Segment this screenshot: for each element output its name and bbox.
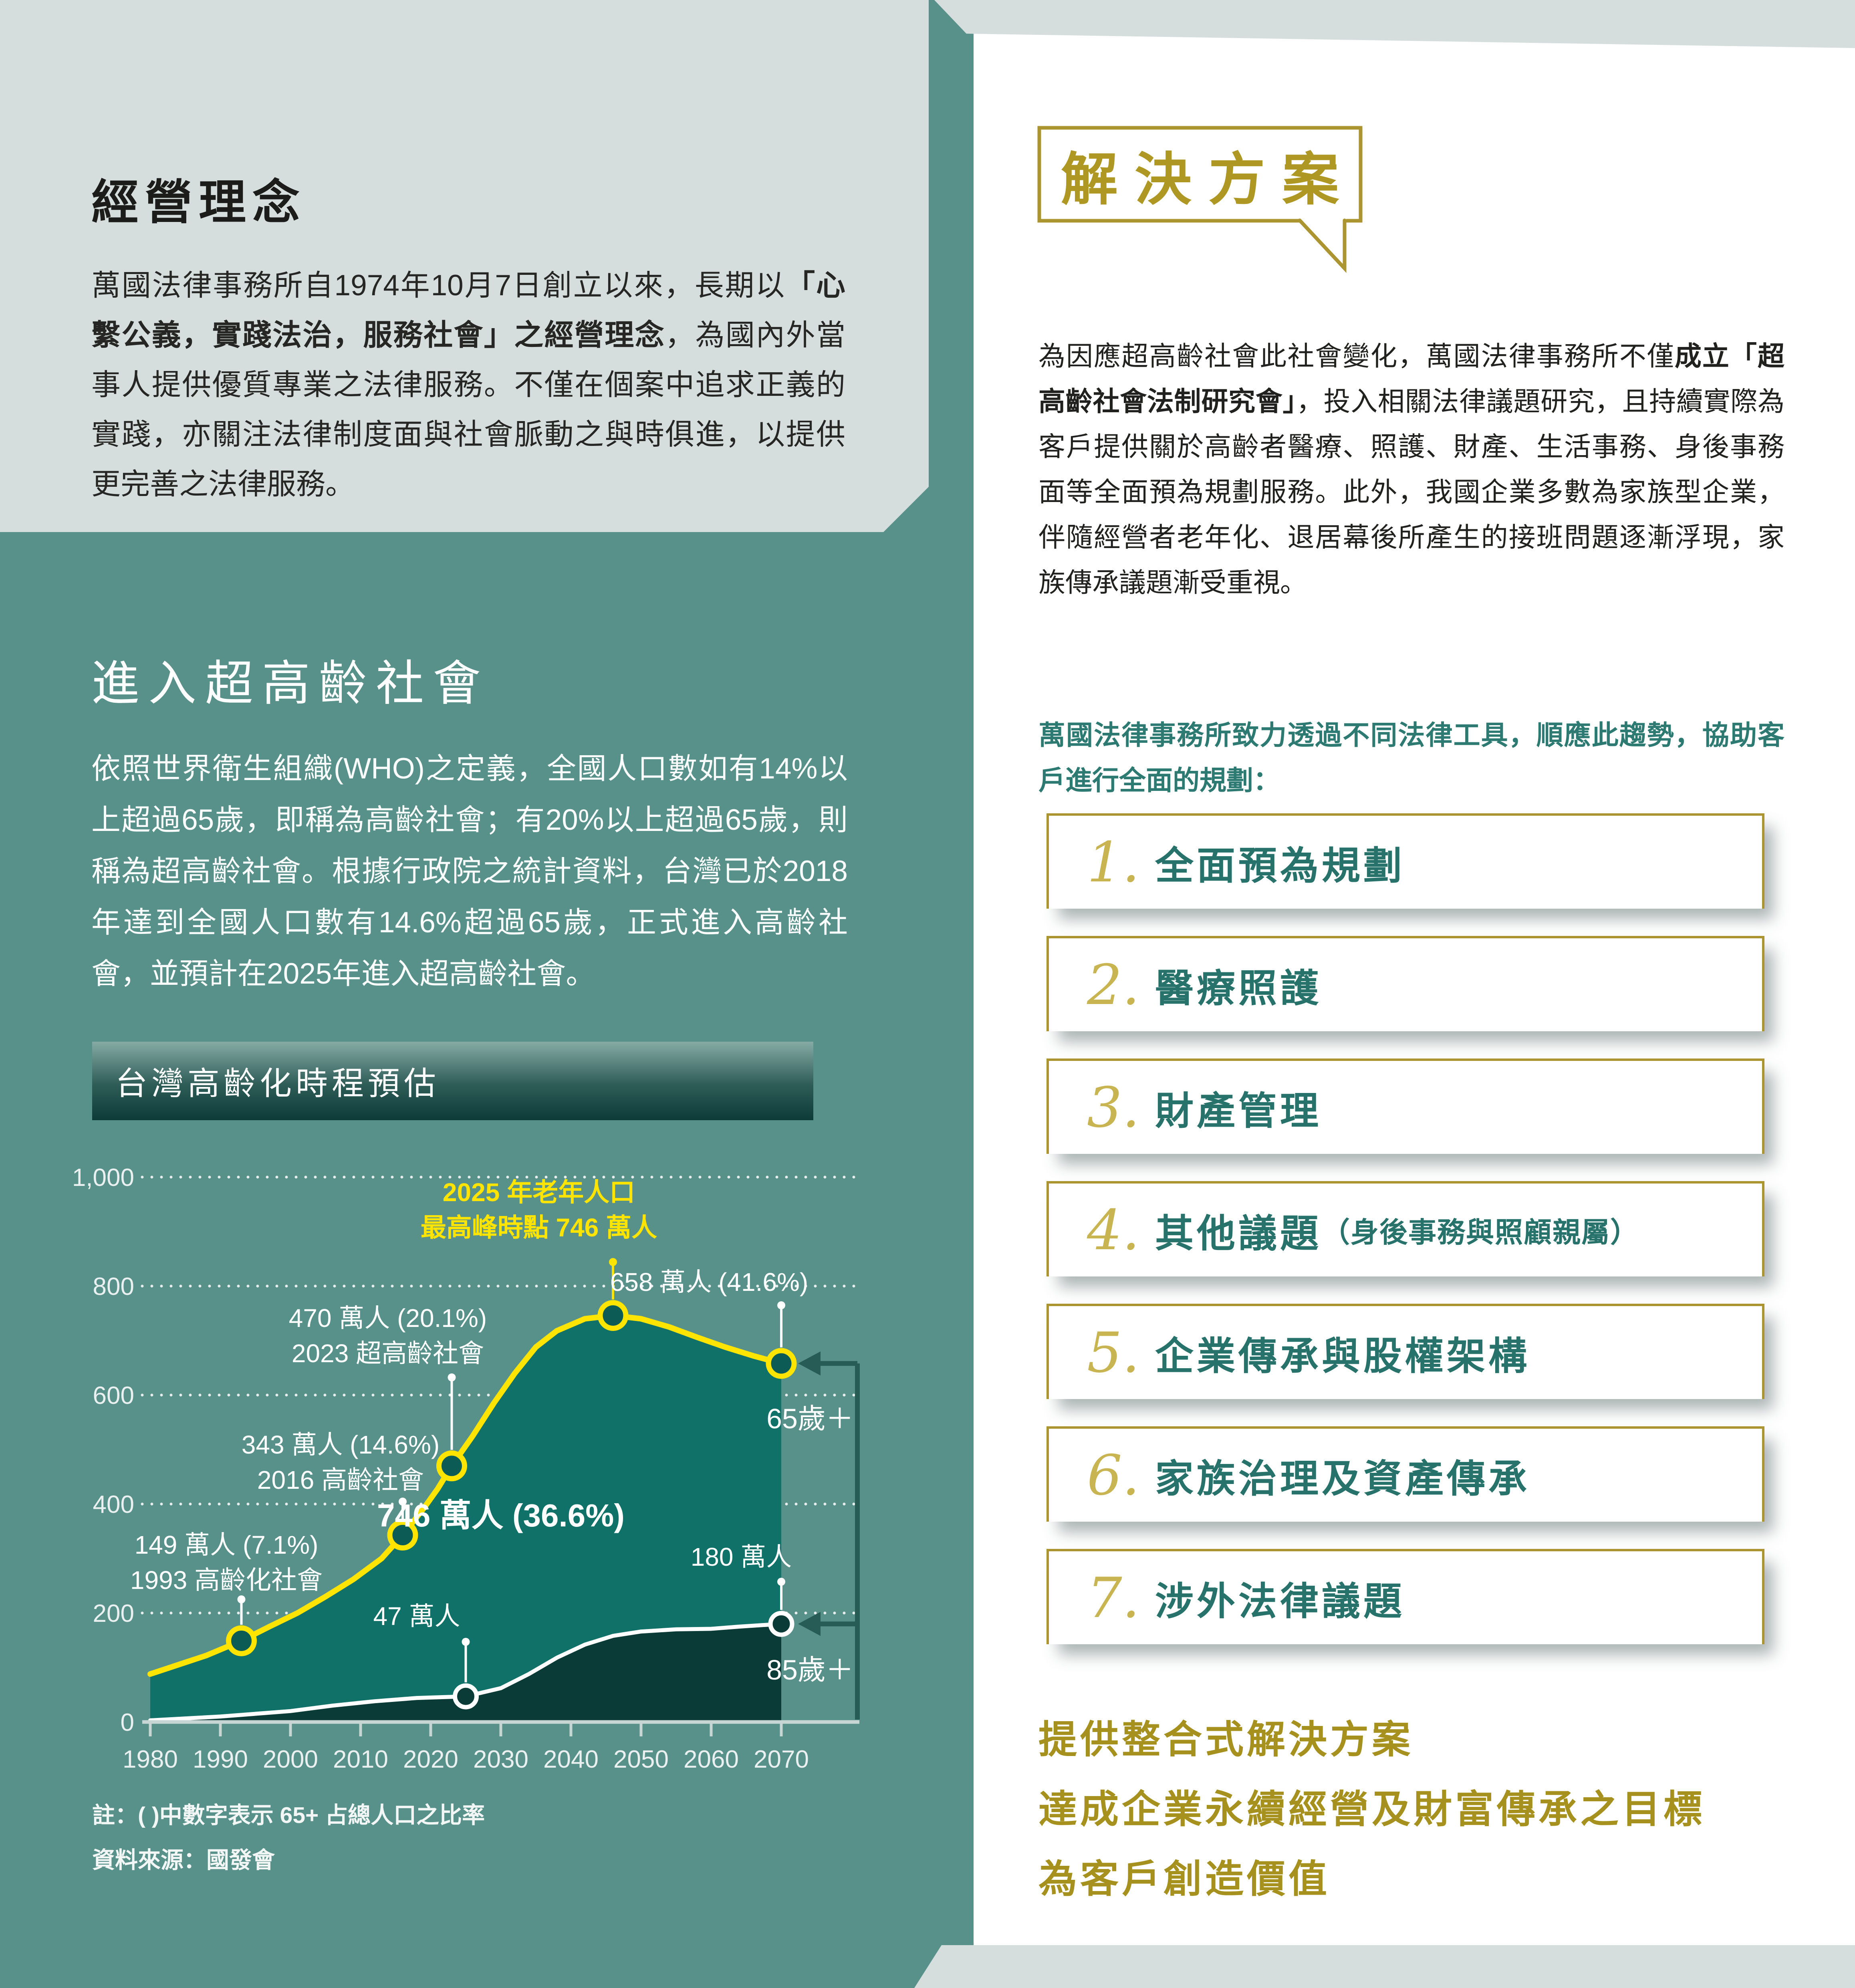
marker-2016 bbox=[387, 1520, 418, 1551]
marker-2070 bbox=[766, 1348, 797, 1379]
item-number: 6. bbox=[1087, 1443, 1140, 1508]
aging-chart: 0 200 400 600 800 1,000 1980 1990 2000 2010 2020 20… bbox=[72, 1164, 861, 1773]
solution-badge-tail-outline bbox=[1298, 218, 1347, 273]
area-65歲＋ bbox=[150, 1315, 781, 1722]
solution-badge-label: 解決方案 bbox=[1061, 148, 1356, 212]
top-right-gray-band bbox=[934, 0, 1855, 48]
philosophy-paragraph: 萬國法律事務所自1974年10月7日創立以來，長期以「心繫公義，實踐法治，服務社… bbox=[91, 269, 846, 500]
aging-society-paragraph: 依照世界衛生組織(WHO)之定義，全國人口數如有14%以上超過65歲，即稱為高齡… bbox=[91, 752, 848, 990]
item-number: 5. bbox=[1087, 1320, 1140, 1385]
marker-2023 bbox=[436, 1450, 467, 1482]
x-tick-label: 2030 bbox=[473, 1746, 528, 1773]
marker-2070 bbox=[768, 1611, 794, 1637]
list-item-2: 2. 醫療照護 bbox=[1046, 936, 1764, 1031]
solution-paragraph-1: 為因應超高齡社會此社會變化，萬國法律事務所不僅成立「超高齡社會法制研究會」，投入… bbox=[1038, 341, 1785, 598]
y-tick-label: 1,000 bbox=[72, 1164, 134, 1192]
list-item-6: 6. 家族治理及資產傳承 bbox=[1046, 1426, 1764, 1522]
y-tick-label: 600 bbox=[93, 1382, 134, 1409]
x-tick-label: 2010 bbox=[333, 1746, 388, 1773]
line-85歲＋ bbox=[148, 1622, 783, 1722]
closing-line-3: 為客戶創造價值 bbox=[1038, 1858, 1330, 1901]
x-tick-label: 2050 bbox=[613, 1746, 669, 1773]
solution-badge-border bbox=[1037, 126, 1363, 223]
marker-2046 bbox=[597, 1300, 629, 1331]
annotation-2016: 343 萬人 (14.6%) 2016 高齡社會 bbox=[242, 1430, 440, 1494]
solution-paragraph-2: 萬國法律事務所致力透過不同法律工具，順應此趨勢，協助客戶進行全面的規劃： bbox=[1038, 720, 1784, 796]
item-label-note: （身後事務與照顧親屬） bbox=[1322, 1216, 1639, 1248]
marker-2025 bbox=[453, 1683, 479, 1710]
top-left-gray-box bbox=[0, 0, 929, 532]
y-tick-label: 400 bbox=[93, 1491, 134, 1518]
item-label: 企業傳承與股權架構 bbox=[1155, 1335, 1530, 1378]
line-65歲＋ bbox=[147, 1313, 784, 1677]
x-tick-label: 2060 bbox=[684, 1746, 739, 1773]
chart-source: 資料來源：國發會 bbox=[92, 1847, 275, 1873]
x-tick-label: 2020 bbox=[403, 1746, 458, 1773]
item-number: 2. bbox=[1087, 952, 1140, 1017]
x-tick-label: 1990 bbox=[193, 1746, 248, 1773]
item-number: 7. bbox=[1087, 1565, 1140, 1630]
y-tick-label: 200 bbox=[93, 1600, 134, 1627]
item-label: 其他議題 bbox=[1155, 1212, 1322, 1255]
y-tick-label: 800 bbox=[93, 1273, 134, 1300]
marker-1993 bbox=[226, 1625, 257, 1656]
list-item-4: 4. 其他議題 （身後事務與照顧親屬） bbox=[1046, 1181, 1764, 1276]
list-item-7: 7. 涉外法律議題 bbox=[1046, 1549, 1764, 1644]
annotation-2070: 180 萬人 bbox=[691, 1542, 792, 1571]
list-item-1: 1. 全面預為規劃 bbox=[1046, 813, 1764, 909]
annotation-2070: 658 萬人 (41.6%) bbox=[610, 1268, 808, 1296]
x-tick-label: 2000 bbox=[263, 1746, 318, 1773]
item-number: 1. bbox=[1087, 830, 1140, 895]
aging-society-title: 進入超高齡社會 bbox=[91, 657, 490, 711]
chart-title-bar: 台灣高齡化時程預估 bbox=[92, 1042, 813, 1120]
annotation-2046: 2025 年老年人口最高峰時點 746 萬人 bbox=[421, 1178, 657, 1242]
annotation-1993: 149 萬人 (7.1%) 1993 高齡化社會 bbox=[130, 1530, 323, 1595]
list-item-3: 3. 財產管理 bbox=[1046, 1059, 1764, 1154]
chart-note: 註：( )中數字表示 65+ 占總人口之比率 bbox=[92, 1803, 485, 1828]
item-label: 家族治理及資產傳承 bbox=[1155, 1457, 1530, 1500]
closing-line-1: 提供整合式解決方案 bbox=[1038, 1718, 1413, 1761]
item-label: 財產管理 bbox=[1155, 1089, 1322, 1133]
bracket-label: 85歲＋ bbox=[766, 1654, 854, 1686]
annotation-2023: 470 萬人 (20.1%) 2023 超高齡社會 bbox=[289, 1304, 487, 1368]
item-label: 醫療照護 bbox=[1155, 967, 1322, 1010]
list-item-5: 5. 企業傳承與股權架構 bbox=[1046, 1304, 1764, 1399]
item-number: 3. bbox=[1087, 1075, 1140, 1140]
bracket-label: 65歲＋ bbox=[766, 1403, 854, 1434]
x-tick-label: 2070 bbox=[754, 1746, 809, 1773]
closing-line-2: 達成企業永續經營及財富傳承之目標 bbox=[1038, 1788, 1705, 1831]
area-85歲＋ bbox=[150, 1624, 781, 1722]
philosophy-title: 經營理念 bbox=[91, 176, 306, 230]
x-tick-label: 1980 bbox=[123, 1746, 178, 1773]
bottom-right-gray-band bbox=[914, 1945, 1855, 1988]
annotation-2025: 47 萬人 bbox=[373, 1602, 460, 1631]
area-value-label: 746 萬人 (36.6%) bbox=[377, 1498, 625, 1533]
item-number: 4. bbox=[1087, 1198, 1140, 1262]
item-label: 全面預為規劃 bbox=[1155, 844, 1405, 887]
chart-title: 台灣高齡化時程預估 bbox=[115, 1066, 440, 1101]
item-label: 涉外法律議題 bbox=[1155, 1580, 1405, 1623]
x-tick-label: 2040 bbox=[543, 1746, 599, 1773]
y-tick-label: 0 bbox=[121, 1709, 134, 1736]
